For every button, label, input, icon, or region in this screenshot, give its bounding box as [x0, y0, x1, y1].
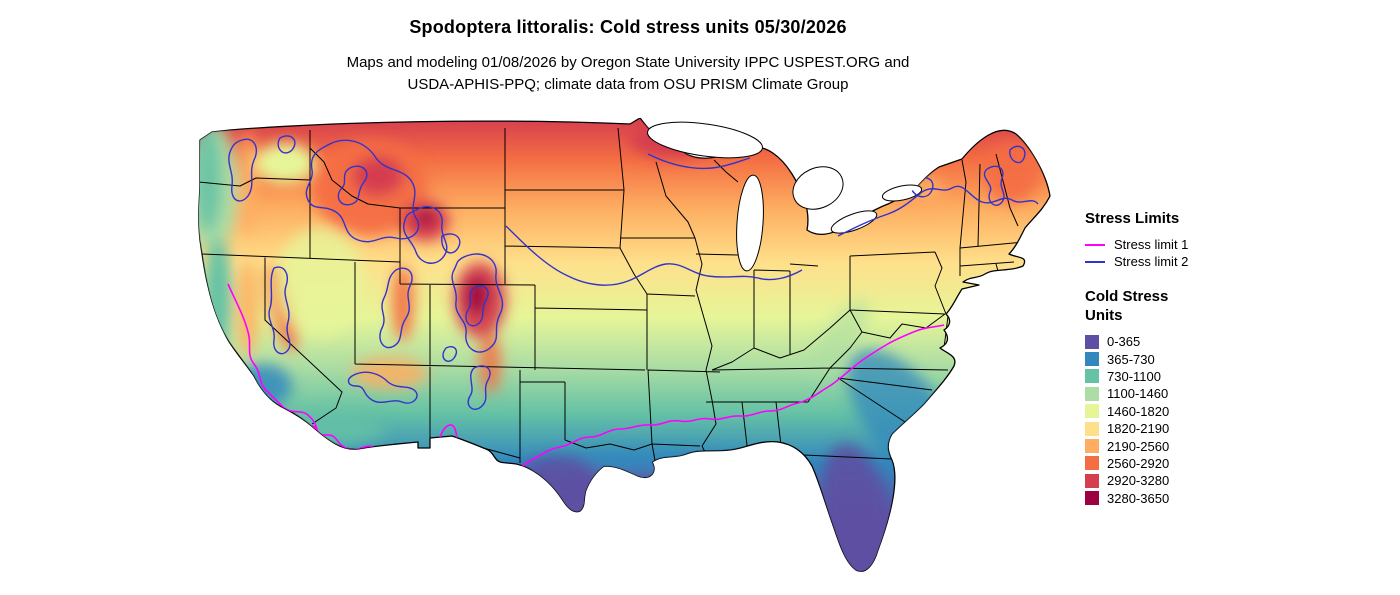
legend-class-row: 1460-1820 — [1085, 403, 1255, 420]
legend-class-row: 3280-3650 — [1085, 490, 1255, 507]
color-swatch — [1085, 352, 1099, 367]
legend-class-row: 1100-1460 — [1085, 385, 1255, 402]
color-swatch — [1085, 456, 1099, 471]
legend-class-label: 1820-2190 — [1107, 421, 1170, 437]
legend-class-row: 0-365 — [1085, 333, 1255, 350]
map-legend: Stress Limits Stress limit 1 Stress limi… — [1085, 210, 1255, 507]
page-title: Spodoptera littoralis: Cold stress units… — [409, 17, 847, 37]
legend-class-row: 1820-2190 — [1085, 420, 1255, 437]
great-lakes — [647, 121, 923, 272]
legend-class-label: 365-730 — [1107, 351, 1155, 367]
color-swatch — [1085, 439, 1099, 454]
stress-limit-2-contour — [228, 135, 1039, 410]
legend-class-label: 2560-2920 — [1107, 455, 1170, 471]
legend-class-label: 0-365 — [1107, 334, 1141, 350]
lake-superior-shape — [647, 121, 763, 159]
lake-erie-shape — [830, 210, 878, 234]
stress-limit-1-label: Stress limit 1 — [1114, 237, 1189, 252]
legend-class-label: 1100-1460 — [1107, 386, 1169, 402]
us-cold-stress-map — [198, 117, 1051, 572]
lake-michigan-shape — [736, 174, 764, 272]
page-subtitle: Maps and modeling 01/08/2026 by Oregon S… — [346, 54, 910, 93]
color-swatch — [1085, 386, 1099, 401]
cold-stress-units-heading: Cold Stress Units — [1085, 288, 1169, 324]
stress-limit-1-line-sample — [1085, 243, 1105, 246]
color-swatch — [1085, 421, 1099, 436]
color-swatch — [1085, 473, 1099, 488]
legend-class-row: 2560-2920 — [1085, 455, 1255, 472]
legend-stress-limit-2: Stress limit 2 — [1085, 253, 1255, 270]
legend-class-row: 2920-3280 — [1085, 472, 1255, 489]
color-swatch — [1085, 369, 1099, 384]
legend-class-row: 365-730 — [1085, 350, 1255, 367]
legend-class-row: 2190-2560 — [1085, 437, 1255, 454]
lake-huron-shape — [792, 166, 844, 210]
color-swatch — [1085, 334, 1099, 349]
color-swatch — [1085, 404, 1099, 419]
color-swatch — [1085, 491, 1099, 506]
legend-class-label: 1460-1820 — [1107, 403, 1170, 419]
legend-class-row: 730-1100 — [1085, 368, 1255, 385]
stress-limit-2-label: Stress limit 2 — [1114, 254, 1189, 269]
legend-stress-limit-1: Stress limit 1 — [1085, 236, 1255, 253]
legend-class-label: 3280-3650 — [1107, 490, 1170, 506]
stress-limit-2-line-sample — [1085, 260, 1105, 263]
legend-class-label: 2190-2560 — [1107, 438, 1170, 454]
us-map-canvas — [190, 117, 1060, 590]
legend-class-label: 2920-3280 — [1107, 473, 1170, 489]
legend-class-label: 730-1100 — [1107, 368, 1161, 384]
lake-ontario-shape — [881, 184, 923, 202]
stress-limits-heading: Stress Limits — [1085, 210, 1180, 227]
